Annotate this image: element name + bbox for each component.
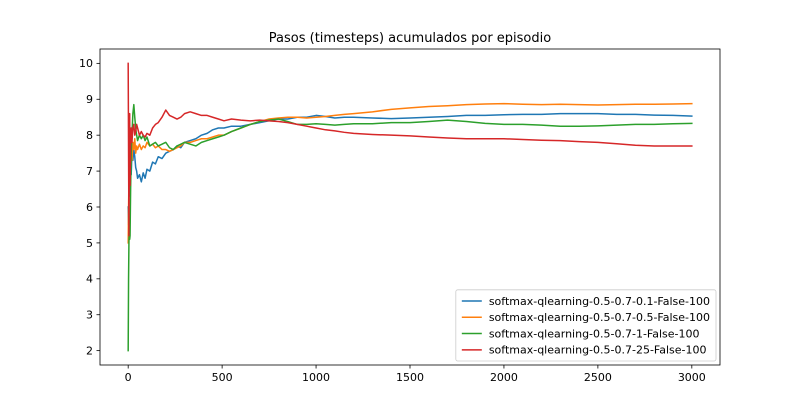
x-tick-label: 500 bbox=[212, 371, 233, 384]
series-line-4 bbox=[127, 62, 693, 237]
legend-entry-2: softmax-qlearning-0.5-0.7-0.5-False-100 bbox=[461, 311, 710, 324]
legend-entry-3: softmax-qlearning-0.5-0.7-1-False-100 bbox=[461, 327, 700, 340]
y-tick-label: 4 bbox=[86, 273, 93, 286]
y-tick-label: 6 bbox=[86, 201, 93, 214]
y-tick-label: 2 bbox=[86, 344, 93, 357]
x-tick-label: 2000 bbox=[490, 371, 518, 384]
series-line-3 bbox=[127, 103, 693, 352]
x-tick-label: 2500 bbox=[584, 371, 612, 384]
series-line-2 bbox=[127, 102, 693, 244]
x-axis: 0 500 1000 1500 2000 2500 3000 bbox=[125, 365, 706, 384]
y-axis: 2 3 4 5 6 7 8 9 10 bbox=[79, 57, 100, 357]
legend-label-1: softmax-qlearning-0.5-0.7-0.1-False-100 bbox=[489, 295, 710, 308]
legend: softmax-qlearning-0.5-0.7-0.1-False-100 s… bbox=[455, 289, 717, 362]
y-tick-label: 5 bbox=[86, 237, 93, 250]
y-tick-label: 7 bbox=[86, 165, 93, 178]
legend-label-4: softmax-qlearning-0.5-0.7-25-False-100 bbox=[489, 344, 707, 357]
x-tick-label: 1000 bbox=[302, 371, 330, 384]
series-layer bbox=[127, 62, 693, 352]
y-tick-label: 8 bbox=[86, 129, 93, 142]
x-tick-label: 1500 bbox=[396, 371, 424, 384]
legend-entry-4: softmax-qlearning-0.5-0.7-25-False-100 bbox=[461, 344, 707, 357]
legend-box bbox=[455, 289, 717, 362]
legend-label-2: softmax-qlearning-0.5-0.7-0.5-False-100 bbox=[489, 311, 710, 324]
legend-label-3: softmax-qlearning-0.5-0.7-1-False-100 bbox=[489, 327, 700, 340]
series-line-1 bbox=[127, 112, 693, 226]
x-tick-label: 3000 bbox=[678, 371, 706, 384]
y-tick-label: 9 bbox=[86, 93, 93, 106]
chart-title: Pasos (timesteps) acumulados por episodi… bbox=[269, 31, 551, 46]
x-tick-label: 0 bbox=[125, 371, 132, 384]
y-tick-label: 10 bbox=[79, 57, 93, 70]
legend-entry-1: softmax-qlearning-0.5-0.7-0.1-False-100 bbox=[461, 295, 710, 308]
y-tick-label: 3 bbox=[86, 309, 93, 322]
